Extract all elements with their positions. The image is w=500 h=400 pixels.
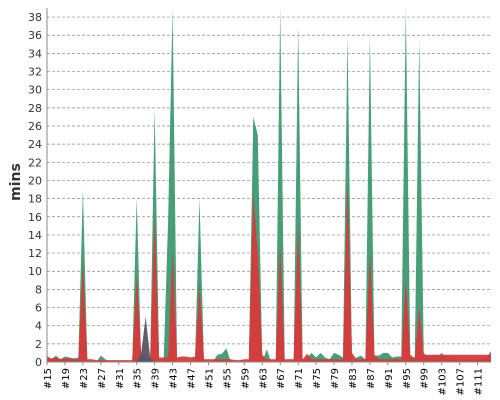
x-tick-label: #23 bbox=[79, 368, 90, 389]
y-tick-label: 28 bbox=[28, 102, 42, 115]
x-tick-label: #75 bbox=[312, 368, 323, 389]
x-tick-label: #99 bbox=[420, 368, 431, 389]
y-tick-label: 10 bbox=[28, 265, 42, 278]
x-tick-label: #51 bbox=[204, 368, 215, 389]
y-tick-label: 8 bbox=[35, 283, 42, 296]
x-tick-label: #27 bbox=[97, 368, 108, 389]
y-tick-label: 6 bbox=[35, 302, 42, 315]
y-tick-label: 38 bbox=[28, 11, 42, 24]
x-tick-label: #107 bbox=[456, 368, 467, 395]
y-tick-label: 34 bbox=[28, 47, 42, 60]
x-tick-label: #35 bbox=[133, 368, 144, 389]
series-layer bbox=[47, 8, 491, 362]
y-tick-label: 0 bbox=[35, 356, 42, 369]
y-tick-label: 32 bbox=[28, 66, 42, 79]
x-tick-label: #91 bbox=[384, 368, 395, 389]
x-tick-label: #103 bbox=[438, 368, 449, 395]
x-tick-label: #55 bbox=[222, 368, 233, 389]
y-tick-label: 36 bbox=[28, 29, 42, 42]
x-tick-label: #47 bbox=[187, 368, 198, 389]
x-tick-label: #31 bbox=[115, 368, 126, 389]
y-axis-label: mins bbox=[8, 163, 24, 201]
series-success-area bbox=[47, 8, 491, 362]
x-tick-label: #83 bbox=[348, 368, 359, 389]
series-aborted-area bbox=[136, 316, 155, 362]
x-tick-label: #71 bbox=[294, 368, 305, 389]
y-tick-label: 16 bbox=[28, 211, 42, 224]
y-tick-label: 30 bbox=[28, 84, 42, 97]
x-tick-label: #19 bbox=[61, 368, 72, 389]
y-tick-label: 26 bbox=[28, 120, 42, 133]
x-tick-label: #67 bbox=[276, 368, 287, 389]
y-tick-label: 20 bbox=[28, 174, 42, 187]
y-tick-label: 12 bbox=[28, 247, 42, 260]
y-tick-label: 4 bbox=[35, 320, 42, 333]
y-tick-label: 22 bbox=[28, 156, 42, 169]
x-tick-label: #15 bbox=[43, 368, 54, 389]
x-tick-label: #43 bbox=[169, 368, 180, 389]
x-tick-label: #79 bbox=[330, 368, 341, 389]
y-tick-label: 2 bbox=[35, 338, 42, 351]
x-tick-label: #59 bbox=[240, 368, 251, 389]
y-tick-label: 14 bbox=[28, 229, 42, 242]
x-tick-label: #95 bbox=[402, 368, 413, 389]
x-tick-label: #63 bbox=[258, 368, 269, 389]
grid-layer bbox=[47, 16, 491, 363]
x-tick-label: #87 bbox=[366, 368, 377, 389]
y-tick-label: 24 bbox=[28, 138, 42, 151]
x-tick-label: #39 bbox=[151, 368, 162, 389]
x-tick-label: #111 bbox=[474, 368, 485, 395]
y-tick-label: 18 bbox=[28, 193, 42, 206]
